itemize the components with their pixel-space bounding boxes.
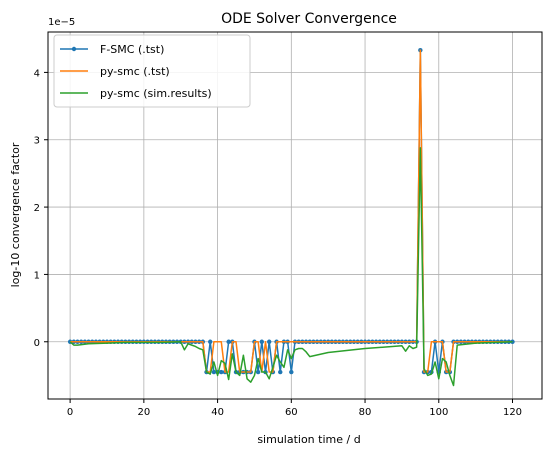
series-line [70, 49, 513, 373]
y-tick-label: 1 [34, 270, 40, 281]
series-3 [69, 147, 513, 387]
x-tick-label: 80 [359, 407, 372, 418]
chart-title: ODE Solver Convergence [221, 11, 397, 27]
plot-frame [47, 31, 543, 400]
y-tick-label: 3 [34, 136, 40, 147]
x-axis-label: simulation time / d [257, 433, 360, 446]
data-point [259, 339, 265, 344]
legend: F-SMC (.tst) py-smc (.tst) py-smc (sim.res… [53, 34, 251, 108]
data-point [226, 339, 231, 344]
x-tick-label: 20 [137, 407, 150, 418]
series-2 [70, 49, 513, 373]
legend-label: py-smc (sim.results) [100, 87, 212, 100]
data-point [266, 339, 272, 344]
series-line [69, 147, 513, 387]
x-axis: 0 20 40 60 80 100 120 [67, 399, 522, 418]
legend-marker [71, 46, 77, 52]
x-tick-label: 120 [503, 407, 522, 418]
y-tick-label: 0 [34, 338, 40, 349]
legend-label: py-smc (.tst) [100, 65, 170, 78]
data-point [211, 369, 217, 375]
x-tick-label: 0 [67, 407, 73, 418]
data-point [255, 369, 261, 375]
y-axis-label: log-10 convergence factor [9, 142, 22, 287]
y-axis: 0 1 2 3 4 [34, 68, 48, 349]
legend-entry: F-SMC (.tst) [60, 43, 164, 56]
legend-entry: py-smc (.tst) [60, 65, 170, 78]
data-point [219, 369, 224, 375]
x-tick-label: 60 [285, 407, 298, 418]
data-point [278, 369, 283, 375]
legend-box [53, 34, 251, 108]
x-tick-label: 40 [211, 407, 224, 418]
y-tick-label: 2 [34, 203, 40, 214]
data-point [289, 369, 294, 375]
plot-series [67, 47, 515, 387]
y-axis-offset-label: 1e−5 [48, 17, 75, 28]
y-tick-label: 4 [34, 68, 40, 79]
x-tick-label: 100 [429, 407, 448, 418]
legend-label: F-SMC (.tst) [100, 43, 164, 56]
legend-entry: py-smc (sim.results) [60, 87, 212, 100]
data-point [208, 339, 213, 344]
